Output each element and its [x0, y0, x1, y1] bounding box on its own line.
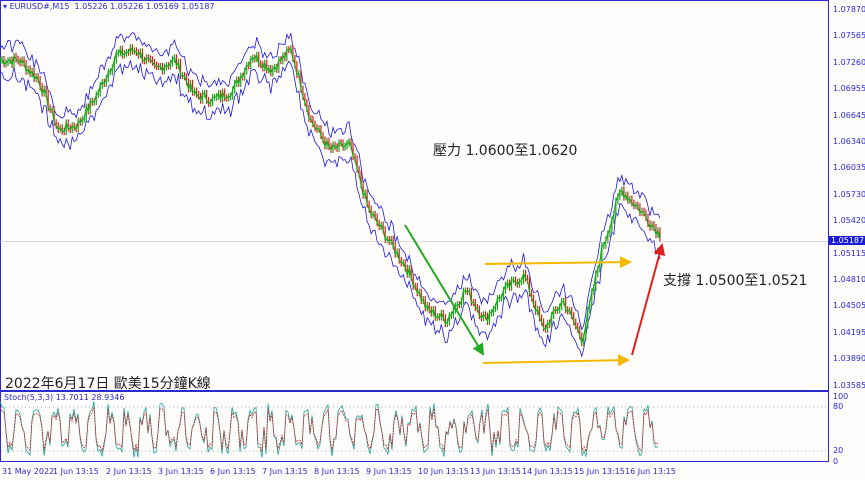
price-axis-label: 1.05115	[833, 248, 865, 258]
support-note: 支撐 1.0500至1.0521	[663, 273, 808, 289]
chart-header: ▾ EURUSD#,M15 1.05226 1.05226 1.05169 1.…	[3, 2, 215, 11]
time-axis-label: 10 Jun 13:15	[418, 467, 469, 476]
time-axis-label: 2 Jun 13:15	[106, 467, 152, 476]
resistance-note: 壓力 1.0600至1.0620	[433, 143, 578, 159]
rebound-arrow	[631, 243, 666, 356]
stoch-pane-frame	[0, 391, 829, 462]
chart-caption: 2022年6月17日 歐美15分鐘K線	[5, 376, 211, 392]
price-axis-label: 1.04195	[833, 327, 865, 337]
stochastic-label: Stoch(5,3,3) 13.7011 28.9346	[4, 393, 125, 402]
price-axis-label: 1.05420	[833, 216, 865, 226]
time-axis-label: 7 Jun 13:15	[262, 467, 308, 476]
stoch-axis-label: 100	[833, 392, 849, 401]
time-axis-label: 13 Jun 13:15	[470, 467, 521, 476]
price-axis-label: 1.04505	[833, 301, 865, 311]
time-axis-label: 31 May 2022	[2, 467, 55, 476]
bollinger-upper-band	[0, 32, 661, 331]
price-axis-label: 1.06955	[833, 84, 865, 94]
time-axis-label: 8 Jun 13:15	[314, 467, 360, 476]
time-axis-label: 3 Jun 13:15	[158, 467, 204, 476]
time-axis-label: 16 Jun 13:15	[625, 467, 676, 476]
resistance-level-arrow	[484, 256, 632, 269]
price-axis-label: 1.05730	[833, 189, 865, 199]
stoch-axis-label: 20	[833, 446, 844, 455]
time-axis-label: 1 Jun 13:15	[53, 467, 99, 476]
downtrend-arrow	[404, 224, 485, 356]
price-axis-label: 1.03585	[833, 380, 865, 390]
time-axis-label: 6 Jun 13:15	[210, 467, 256, 476]
moving-average-line	[0, 46, 661, 345]
symbol-label: EURUSD#,M15	[9, 2, 70, 11]
stoch-axis-label: 0	[833, 457, 839, 466]
price-axis-label: 1.07565	[833, 31, 865, 41]
price-axis-label: 1.06645	[833, 110, 865, 120]
time-axis-label: 9 Jun 13:15	[366, 467, 412, 476]
price-axis-label: 1.04810	[833, 275, 865, 284]
price-axis-label: 1.07260	[833, 57, 865, 67]
price-axis-label: 1.06340	[833, 137, 865, 146]
time-axis-label: 14 Jun 13:15	[522, 467, 573, 476]
price-pane-frame	[0, 0, 829, 391]
ohlc-values: 1.05226 1.05226 1.05169 1.05187	[74, 2, 215, 11]
price-axis-label: 1.03890	[833, 354, 865, 364]
stoch-signal-line	[0, 407, 659, 453]
price-axis-label: 1.07870	[833, 5, 865, 14]
bollinger-lower-band	[0, 60, 661, 358]
current-price-tag: 1.05187	[829, 236, 865, 245]
time-axis-label: 15 Jun 13:15	[574, 467, 625, 476]
support-level-arrow	[482, 354, 630, 367]
price-axis-label: 1.06035	[833, 163, 865, 173]
stoch-axis-label: 80	[833, 402, 844, 411]
